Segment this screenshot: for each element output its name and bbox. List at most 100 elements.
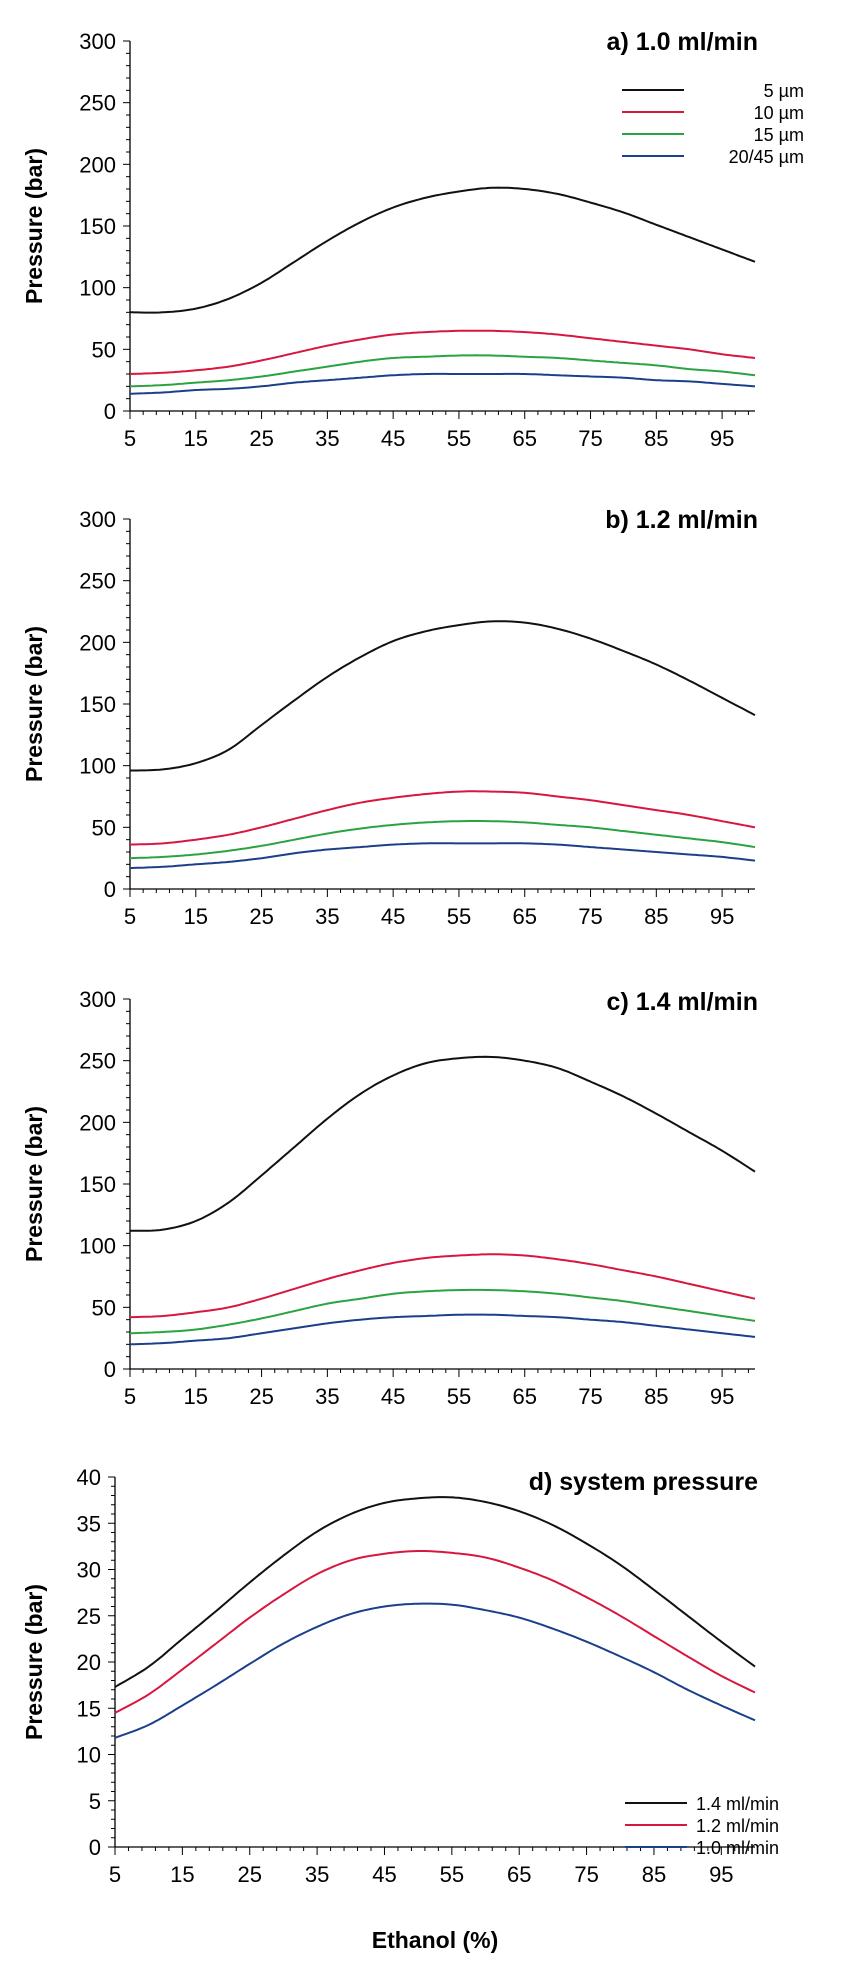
x-tick-label: 5 [124, 1384, 136, 1409]
x-tick-label: 65 [507, 1862, 531, 1887]
x-axis-title: Ethanol (%) [372, 1927, 499, 1953]
x-tick-label: 95 [709, 1862, 733, 1887]
x-tick-label: 55 [447, 1384, 471, 1409]
y-tick-label: 30 [77, 1558, 101, 1583]
y-tick-label: 50 [92, 815, 116, 840]
x-tick-label: 65 [512, 426, 536, 451]
x-tick-label: 55 [440, 1862, 464, 1887]
y-axis-title: Pressure (bar) [21, 1584, 47, 1740]
x-tick-label: 25 [249, 1384, 273, 1409]
legend-label: 15 µm [754, 125, 804, 145]
legend-label: 1.2 ml/min [696, 1816, 779, 1836]
y-tick-label: 250 [79, 1049, 116, 1074]
x-tick-label: 95 [710, 904, 734, 929]
panel-a: 0 50 100 150 200 250 300 5 15 25 35 45 55 65 75 85 95 Pre… [21, 28, 804, 451]
x-tick-label: 75 [578, 426, 602, 451]
x-tick-label: 5 [109, 1862, 121, 1887]
y-tick-label: 0 [104, 1357, 116, 1382]
legend-label: 5 µm [764, 81, 804, 101]
y-tick-label: 20 [77, 1650, 101, 1675]
x-tick-label: 15 [184, 904, 208, 929]
x-tick-label: 95 [710, 1384, 734, 1409]
x-tick-label: 35 [305, 1862, 329, 1887]
x-tick-label: 25 [249, 904, 273, 929]
y-tick-label: 100 [79, 754, 116, 779]
x-tick-label: 55 [447, 904, 471, 929]
y-tick-label: 150 [79, 1172, 116, 1197]
series-line-red-1 [129, 790, 756, 846]
y-tick-label: 150 [79, 692, 116, 717]
x-tick-label: 85 [642, 1862, 666, 1887]
y-tick-label: 50 [92, 1295, 116, 1320]
series-line-green-2 [130, 1288, 756, 1335]
x-tick-label: 25 [237, 1862, 261, 1887]
series-line-1-0-ml-min [114, 1602, 756, 1739]
y-tick-label: 0 [104, 399, 116, 424]
x-tick-label: 65 [512, 904, 536, 929]
y-tick-label: 200 [79, 1110, 116, 1135]
x-tick-label: 95 [710, 426, 734, 451]
series-line-15-m [130, 354, 756, 388]
series-line-blue-3 [130, 842, 756, 869]
y-tick-label: 5 [89, 1789, 101, 1814]
x-tick-label: 85 [644, 1384, 668, 1409]
panel-b: 0 50 100 150 200 250 300 5 15 25 35 45 55 65 75 85 95 Pre… [21, 506, 758, 929]
y-axis-title: Pressure (bar) [21, 148, 47, 304]
y-tick-label: 0 [104, 877, 116, 902]
panel-title: a) 1.0 ml/min [607, 28, 758, 56]
y-tick-label: 0 [89, 1835, 101, 1860]
y-tick-label: 200 [79, 630, 116, 655]
series-line-green-2 [129, 820, 756, 860]
y-tick-label: 250 [79, 569, 116, 594]
y-tick-label: 200 [79, 152, 116, 177]
x-tick-label: 35 [315, 1384, 339, 1409]
series-line-blue-3 [130, 1313, 756, 1346]
series-line-20-45-m [130, 372, 756, 395]
x-tick-label: 45 [372, 1862, 396, 1887]
x-tick-label: 65 [512, 1384, 536, 1409]
y-tick-label: 150 [79, 214, 116, 239]
panel-title: b) 1.2 ml/min [605, 506, 758, 534]
y-axis-title: Pressure (bar) [21, 626, 47, 782]
series-line-black-0 [129, 620, 756, 772]
panel-c: 0 50 100 150 200 250 300 5 15 25 35 45 55 65 75 85 95 Pre… [21, 987, 758, 1409]
legend-label: 10 µm [754, 103, 804, 123]
series-line-1-2-ml-min [114, 1550, 756, 1714]
x-tick-label: 15 [184, 1384, 208, 1409]
x-tick-label: 5 [124, 426, 136, 451]
series-line-black-0 [129, 1055, 756, 1232]
y-tick-label: 250 [79, 91, 116, 116]
legend-label: 1.4 ml/min [696, 1794, 779, 1814]
x-tick-label: 75 [574, 1862, 598, 1887]
legend-label: 1.0 ml/min [696, 1838, 779, 1858]
y-tick-label: 35 [77, 1511, 101, 1536]
x-tick-label: 85 [644, 904, 668, 929]
legend-label: 20/45 µm [729, 147, 804, 167]
y-tick-label: 40 [77, 1465, 101, 1490]
series-line-10-m [129, 329, 756, 375]
y-tick-label: 300 [79, 29, 116, 54]
x-tick-label: 55 [447, 426, 471, 451]
y-tick-label: 100 [79, 276, 116, 301]
y-tick-label: 15 [77, 1696, 101, 1721]
y-tick-label: 100 [79, 1234, 116, 1259]
x-tick-label: 75 [578, 1384, 602, 1409]
x-tick-label: 15 [184, 426, 208, 451]
y-tick-label: 300 [79, 507, 116, 532]
x-tick-label: 45 [381, 904, 405, 929]
x-tick-label: 35 [315, 904, 339, 929]
y-tick-label: 300 [79, 987, 116, 1012]
series-line-red-1 [129, 1253, 756, 1319]
x-tick-label: 15 [170, 1862, 194, 1887]
panel-title: d) system pressure [529, 1468, 758, 1496]
y-tick-label: 10 [77, 1743, 101, 1768]
x-tick-label: 45 [381, 1384, 405, 1409]
y-tick-label: 50 [92, 337, 116, 362]
y-tick-label: 25 [77, 1604, 101, 1629]
x-tick-label: 5 [124, 904, 136, 929]
panel-title: c) 1.4 ml/min [607, 988, 758, 1016]
series-line-5-m [130, 186, 756, 314]
x-tick-label: 85 [644, 426, 668, 451]
